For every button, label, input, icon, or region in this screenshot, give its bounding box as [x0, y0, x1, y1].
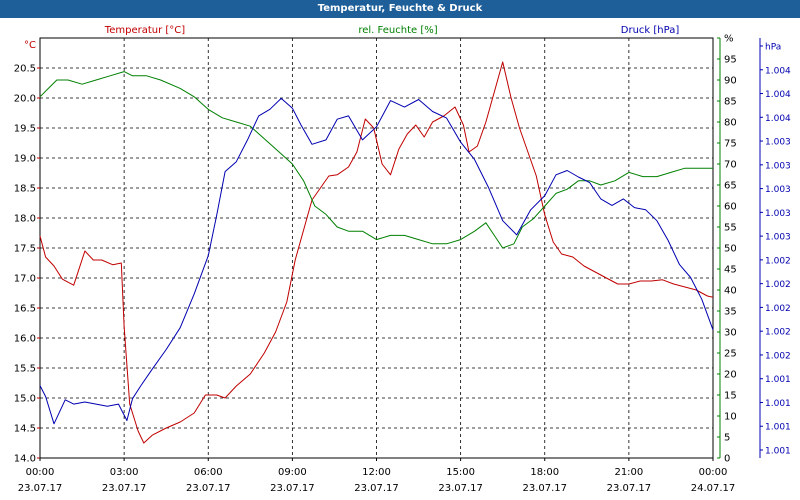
pressure-tick-label: 1.003	[765, 138, 791, 148]
x-tick-time-label: 18:00	[530, 467, 559, 478]
pressure-tick-label: 1.003	[765, 161, 791, 171]
chart-title: Temperatur, Feuchte & Druck	[0, 0, 800, 18]
temperature-tick-label: 20.5	[14, 64, 36, 75]
temperature-tick-label: 14.5	[14, 424, 36, 435]
temperature-tick-label: 18.5	[14, 184, 36, 195]
x-tick-date-label: 23.07.17	[607, 483, 652, 494]
temperature-tick-label: 16.5	[14, 304, 36, 315]
x-tick-time-label: 15:00	[446, 467, 475, 478]
pressure-tick-label: 1.002	[765, 304, 791, 314]
pressure-tick-label: 1.003	[765, 185, 791, 195]
x-tick-time-label: 00:00	[699, 467, 728, 478]
pressure-tick-label: 1.002	[765, 256, 791, 266]
x-tick-date-label: 23.07.17	[522, 483, 567, 494]
humidity-tick-label: 90	[724, 76, 737, 87]
x-tick-date-label: 23.07.17	[102, 483, 147, 494]
temperature-tick-label: 17.0	[14, 274, 36, 285]
humidity-tick-label: 95	[724, 55, 737, 66]
humidity-tick-label: 15	[724, 391, 737, 402]
x-tick-time-label: 12:00	[362, 467, 391, 478]
humidity-tick-label: 25	[724, 349, 737, 360]
x-tick-time-label: 06:00	[194, 467, 223, 478]
humidity-tick-label: 85	[724, 97, 737, 108]
humidity-tick-label: 45	[724, 265, 737, 276]
pressure-tick-label: hPa	[765, 43, 781, 53]
temperature-tick-label: 20.0	[14, 94, 36, 105]
humidity-tick-label: 0	[724, 454, 730, 465]
temperature-series-line	[39, 61, 714, 444]
pressure-tick-label: 1.003	[765, 233, 791, 243]
humidity-tick-label: 40	[724, 286, 737, 297]
humidity-tick-label: 10	[724, 412, 737, 423]
x-tick-time-label: 00:00	[26, 467, 55, 478]
pressure-axis-title: Druck [hPa]	[621, 25, 680, 36]
humidity-tick-label: 35	[724, 307, 737, 318]
humidity-tick-label: 55	[724, 223, 737, 234]
humidity-tick-label: 75	[724, 139, 737, 150]
pressure-tick-label: 1.002	[765, 280, 791, 290]
x-tick-date-label: 23.07.17	[186, 483, 231, 494]
x-tick-date-label: 23.07.17	[354, 483, 399, 494]
humidity-tick-label: 60	[724, 202, 737, 213]
temperature-tick-label: 14.0	[14, 454, 36, 465]
pressure-tick-label: 1.002	[765, 328, 791, 338]
x-tick-date-label: 23.07.17	[18, 483, 63, 494]
pressure-tick-label: 1.002	[765, 351, 791, 361]
humidity-tick-label: 5	[724, 433, 730, 444]
humidity-tick-label: 65	[724, 181, 737, 192]
x-tick-time-label: 09:00	[278, 467, 307, 478]
temperature-unit-label: °C	[24, 40, 36, 51]
pressure-tick-label: 1.003	[765, 209, 791, 219]
humidity-axis-title: rel. Feuchte [%]	[358, 25, 437, 36]
temperature-tick-label: 18.0	[14, 214, 36, 225]
temperature-tick-label: 19.5	[14, 124, 36, 135]
pressure-tick-label: 1.004	[765, 114, 791, 124]
humidity-tick-label: 30	[724, 328, 737, 339]
humidity-series-line	[39, 71, 713, 249]
pressure-tick-label: 1.004	[765, 90, 791, 100]
humidity-tick-label: 80	[724, 118, 737, 129]
temperature-tick-label: 15.5	[14, 364, 36, 375]
pressure-series-line	[39, 97, 714, 425]
pressure-tick-label: 1.001	[765, 399, 791, 409]
pressure-tick-label: 1.001	[765, 375, 791, 385]
x-tick-date-label: 24.07.17	[691, 483, 736, 494]
temperature-axis-title: Temperatur [°C]	[104, 25, 185, 36]
pressure-tick-label: 1.001	[765, 447, 791, 457]
pressure-tick-label: 1.001	[765, 423, 791, 433]
humidity-tick-label: 50	[724, 244, 737, 255]
temperature-tick-label: 16.0	[14, 334, 36, 345]
temperature-tick-label: 19.0	[14, 154, 36, 165]
temperature-tick-label: 15.0	[14, 394, 36, 405]
humidity-tick-label: 70	[724, 160, 737, 171]
humidity-tick-label: %	[724, 34, 734, 45]
x-tick-date-label: 23.07.17	[270, 483, 315, 494]
x-tick-date-label: 23.07.17	[438, 483, 483, 494]
temperature-tick-label: 17.5	[14, 244, 36, 255]
humidity-tick-label: 20	[724, 370, 737, 381]
pressure-tick-label: 1.004	[765, 66, 791, 76]
x-tick-time-label: 03:00	[110, 467, 139, 478]
x-tick-time-label: 21:00	[614, 467, 643, 478]
